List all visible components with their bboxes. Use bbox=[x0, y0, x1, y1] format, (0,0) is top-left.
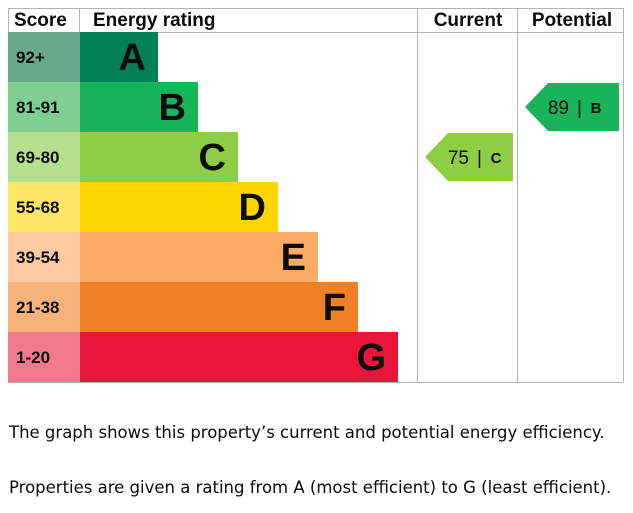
header-score: Score bbox=[14, 10, 67, 31]
rating-letter-g: G bbox=[356, 337, 386, 379]
score-range-c: 69-80 bbox=[16, 148, 59, 167]
rating-letter-e: E bbox=[281, 237, 306, 279]
rating-bands: 92+ A 81-91 B 69-80 C 55-68 D 39-54 E 21-38 F 1-20 G bbox=[8, 32, 398, 382]
potential-marker-rating: B bbox=[591, 100, 602, 117]
score-range-b: 81-91 bbox=[16, 98, 59, 117]
chart-headers: Score Energy rating Current Potential bbox=[14, 10, 612, 31]
rating-letter-f: F bbox=[323, 287, 346, 329]
score-cell-d bbox=[8, 182, 80, 232]
rating-markers: 75 | C 89 | B bbox=[425, 83, 619, 181]
score-range-e: 39-54 bbox=[16, 248, 60, 267]
header-energy-rating: Energy rating bbox=[93, 10, 215, 31]
description-line-1: The graph shows this property’s current … bbox=[9, 423, 605, 442]
header-potential: Potential bbox=[532, 10, 612, 31]
description-line-2: Properties are given a rating from A (mo… bbox=[9, 478, 612, 497]
potential-marker-value: 89 bbox=[548, 98, 569, 119]
score-cell-c bbox=[8, 132, 80, 182]
rating-letter-b: B bbox=[159, 87, 186, 129]
rating-bar-d bbox=[80, 182, 278, 232]
current-marker-arrow bbox=[425, 133, 513, 181]
rating-letter-c: C bbox=[199, 137, 226, 179]
score-cell-b bbox=[8, 82, 80, 132]
epc-chart: Score Energy rating Current Potential 92… bbox=[8, 8, 624, 383]
header-current: Current bbox=[434, 10, 503, 31]
rating-letter-d: D bbox=[239, 187, 266, 229]
score-range-f: 21-38 bbox=[16, 298, 59, 317]
score-cell-f bbox=[8, 282, 80, 332]
rating-bar-c bbox=[80, 132, 238, 182]
rating-bar-f bbox=[80, 282, 358, 332]
score-range-g: 1-20 bbox=[16, 348, 50, 367]
potential-marker-separator: | bbox=[577, 98, 582, 119]
current-marker-value: 75 bbox=[448, 148, 469, 169]
rating-bar-a bbox=[80, 32, 158, 82]
current-marker-separator: | bbox=[477, 148, 482, 169]
score-range-d: 55-68 bbox=[16, 198, 59, 217]
score-cell-e bbox=[8, 232, 80, 282]
rating-bar-g bbox=[80, 332, 398, 382]
potential-marker-arrow bbox=[525, 83, 619, 131]
rating-letter-a: A bbox=[119, 37, 146, 79]
rating-bar-e bbox=[80, 232, 318, 282]
score-cell-g bbox=[8, 332, 80, 382]
current-marker-rating: C bbox=[491, 150, 502, 167]
score-range-a: 92+ bbox=[16, 48, 45, 67]
score-cell-a bbox=[8, 32, 80, 82]
rating-bar-b bbox=[80, 82, 198, 132]
